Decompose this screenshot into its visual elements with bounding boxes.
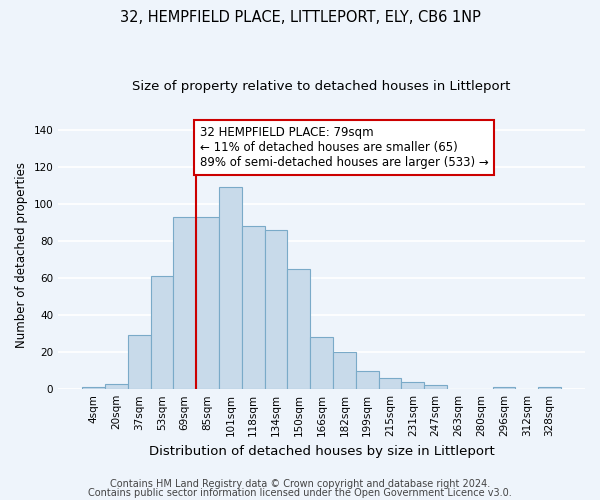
Bar: [493, 388, 515, 389]
Bar: [173, 217, 196, 389]
X-axis label: Distribution of detached houses by size in Littleport: Distribution of detached houses by size …: [149, 444, 494, 458]
Bar: [356, 370, 379, 389]
Y-axis label: Number of detached properties: Number of detached properties: [15, 162, 28, 348]
Bar: [196, 217, 219, 389]
Text: 32, HEMPFIELD PLACE, LITTLEPORT, ELY, CB6 1NP: 32, HEMPFIELD PLACE, LITTLEPORT, ELY, CB…: [119, 10, 481, 25]
Title: Size of property relative to detached houses in Littleport: Size of property relative to detached ho…: [133, 80, 511, 93]
Text: Contains public sector information licensed under the Open Government Licence v3: Contains public sector information licen…: [88, 488, 512, 498]
Bar: [379, 378, 401, 389]
Text: 32 HEMPFIELD PLACE: 79sqm
← 11% of detached houses are smaller (65)
89% of semi-: 32 HEMPFIELD PLACE: 79sqm ← 11% of detac…: [200, 126, 488, 169]
Text: Contains HM Land Registry data © Crown copyright and database right 2024.: Contains HM Land Registry data © Crown c…: [110, 479, 490, 489]
Bar: [310, 338, 333, 389]
Bar: [242, 226, 265, 389]
Bar: [151, 276, 173, 389]
Bar: [105, 384, 128, 389]
Bar: [128, 336, 151, 389]
Bar: [82, 388, 105, 389]
Bar: [424, 386, 447, 389]
Bar: [265, 230, 287, 389]
Bar: [219, 187, 242, 389]
Bar: [333, 352, 356, 389]
Bar: [287, 269, 310, 389]
Bar: [401, 382, 424, 389]
Bar: [538, 388, 561, 389]
